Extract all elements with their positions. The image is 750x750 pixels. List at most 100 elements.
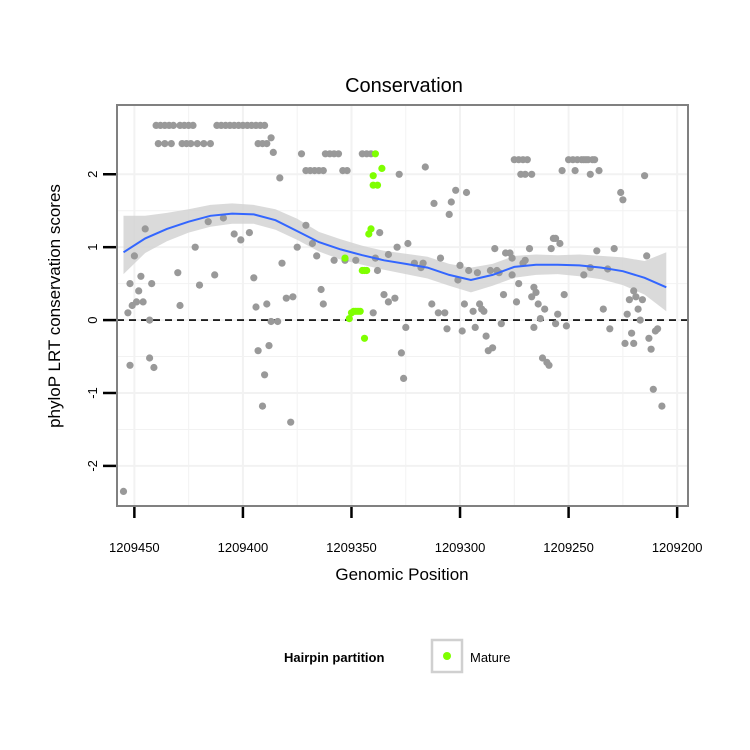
other-point: [552, 320, 560, 328]
other-point: [267, 317, 275, 326]
mature-point: [373, 181, 382, 189]
legend-title: Hairpin partition: [284, 650, 384, 665]
other-point: [319, 167, 327, 175]
other-point: [258, 402, 267, 410]
other-point: [137, 272, 145, 280]
other-point: [638, 296, 647, 304]
mature-point: [363, 266, 371, 275]
other-point: [545, 361, 553, 369]
other-point: [391, 294, 399, 302]
other-point: [465, 266, 473, 275]
other-point: [556, 239, 564, 248]
y-tick-label: -2: [85, 460, 100, 472]
other-point: [625, 296, 634, 304]
other-point: [508, 271, 516, 279]
other-point: [532, 288, 540, 296]
other-point: [384, 298, 392, 306]
other-point: [599, 305, 607, 313]
other-point: [595, 167, 603, 175]
other-point: [206, 140, 214, 148]
other-point: [591, 156, 599, 164]
other-point: [428, 300, 436, 308]
other-point: [126, 280, 134, 288]
other-point: [135, 287, 143, 295]
other-point: [617, 188, 625, 197]
mature-point: [356, 307, 364, 315]
other-point: [141, 225, 149, 233]
other-point: [562, 322, 571, 330]
other-point: [486, 266, 494, 275]
other-point: [469, 307, 477, 315]
other-point: [146, 354, 154, 362]
other-point: [230, 230, 238, 238]
mature-point: [367, 225, 375, 233]
other-point: [297, 150, 306, 158]
other-point: [473, 269, 481, 277]
other-point: [534, 300, 542, 308]
other-point: [499, 291, 508, 299]
other-point: [436, 254, 445, 262]
other-point: [187, 140, 195, 148]
mature-point: [345, 315, 353, 323]
y-tick-label: 0: [85, 316, 100, 323]
loess-smooth-line: [122, 212, 667, 289]
other-point: [150, 363, 158, 372]
x-tick-label: 1209250: [543, 540, 594, 555]
other-point: [643, 252, 651, 260]
other-point: [282, 294, 290, 302]
other-point: [630, 287, 638, 295]
other-point: [393, 243, 401, 251]
mature-point: [369, 172, 377, 180]
other-point: [369, 309, 377, 317]
other-point: [489, 344, 497, 352]
other-point: [252, 303, 260, 311]
other-point: [632, 293, 640, 301]
other-point: [649, 385, 657, 393]
x-axis-title: Genomic Position: [335, 565, 468, 584]
other-point: [174, 269, 182, 277]
other-point: [606, 325, 614, 333]
other-point: [538, 354, 547, 362]
other-point: [462, 188, 471, 197]
other-point: [445, 210, 453, 218]
other-point: [621, 339, 629, 347]
other-point: [195, 281, 204, 289]
x-tick-label: 1209450: [109, 540, 160, 555]
other-point: [456, 261, 464, 269]
other-point: [148, 280, 156, 288]
other-point: [421, 163, 429, 171]
other-point: [287, 418, 295, 426]
other-point: [302, 221, 310, 229]
x-tick-label: 1209400: [218, 540, 269, 555]
other-point: [274, 317, 282, 326]
data-points: [119, 121, 666, 495]
other-point: [560, 291, 568, 299]
y-tick-label: -1: [85, 387, 100, 399]
grid-lines: [117, 105, 688, 506]
other-point: [525, 245, 534, 253]
other-point: [176, 301, 184, 310]
confidence-ribbon: [123, 203, 667, 312]
other-point: [132, 298, 141, 306]
chart-title: Conservation: [345, 75, 463, 97]
x-tick-label: 1209350: [326, 540, 377, 555]
mature-point: [371, 150, 379, 158]
y-axis: -2 -1 0 1 2: [85, 171, 116, 472]
other-point: [154, 140, 162, 148]
other-point: [521, 256, 529, 264]
other-point: [480, 307, 488, 315]
other-point: [404, 239, 412, 248]
other-point: [523, 156, 531, 164]
other-point: [289, 293, 297, 301]
other-point: [658, 402, 666, 410]
y-tick-label: 1: [85, 244, 100, 251]
other-point: [334, 150, 343, 158]
other-point: [636, 316, 644, 324]
other-point: [593, 247, 601, 255]
mature-point: [378, 164, 386, 172]
other-point: [130, 252, 138, 260]
other-point: [397, 349, 405, 357]
other-point: [265, 342, 273, 350]
other-point: [376, 229, 384, 237]
